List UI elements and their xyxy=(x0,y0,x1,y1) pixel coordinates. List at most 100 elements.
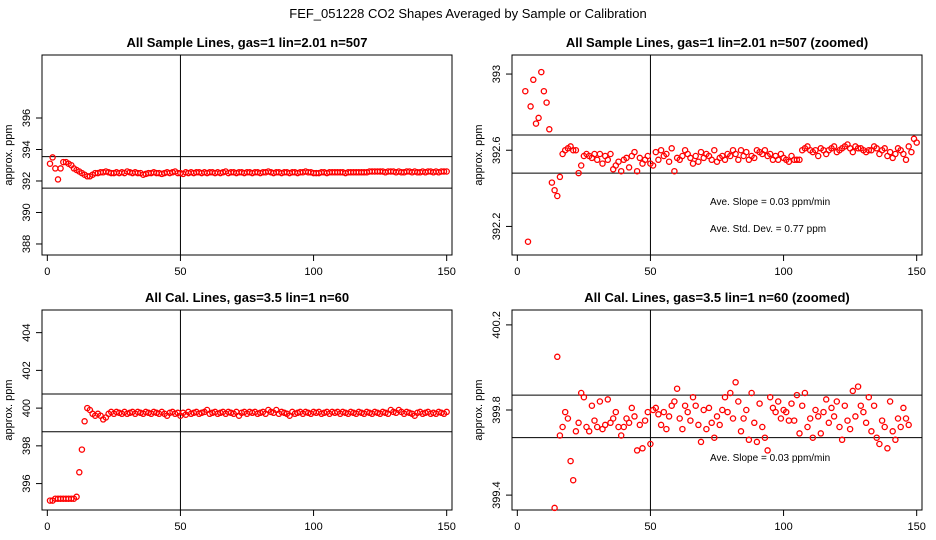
data-point xyxy=(732,150,739,158)
data-point xyxy=(782,408,790,416)
data-point xyxy=(695,158,702,165)
data-point xyxy=(873,145,880,152)
data-point xyxy=(46,497,54,504)
x-tick-label: 100 xyxy=(774,266,792,278)
data-point xyxy=(647,440,654,448)
data-point xyxy=(830,143,838,150)
x-tick-label: 100 xyxy=(304,521,322,533)
data-point xyxy=(601,421,609,429)
y-tick-label: 399.4 xyxy=(491,481,503,509)
data-point xyxy=(567,457,574,465)
data-point xyxy=(735,398,742,405)
data-point xyxy=(543,99,550,106)
data-point xyxy=(729,415,737,422)
data-point xyxy=(793,391,801,399)
data-point xyxy=(684,408,691,416)
data-point xyxy=(673,385,681,392)
data-point xyxy=(700,406,707,414)
data-point xyxy=(612,408,620,416)
data-point xyxy=(577,162,585,169)
y-tick-label: 402 xyxy=(21,361,33,379)
data-point xyxy=(740,415,747,422)
data-point xyxy=(559,423,566,431)
data-point xyxy=(897,423,904,431)
data-point xyxy=(822,396,830,403)
data-point xyxy=(894,415,902,422)
data-point xyxy=(572,146,580,154)
data-point xyxy=(554,192,561,200)
x-tick-label: 150 xyxy=(907,266,925,278)
data-point xyxy=(655,411,662,418)
data-point xyxy=(886,148,894,156)
y-axis-label: approx. ppm xyxy=(473,124,485,185)
data-point xyxy=(591,417,598,424)
data-point xyxy=(697,438,705,446)
data-point xyxy=(649,162,657,169)
data-point xyxy=(57,165,64,172)
data-point xyxy=(569,476,577,484)
data-point xyxy=(798,402,806,409)
data-point xyxy=(443,168,450,175)
data-point xyxy=(838,436,846,444)
data-point xyxy=(905,421,912,429)
data-point xyxy=(814,152,822,160)
data-point xyxy=(721,156,729,164)
data-point xyxy=(532,120,540,127)
data-point xyxy=(687,417,694,424)
data-point xyxy=(761,146,769,154)
data-point xyxy=(615,158,622,165)
data-point xyxy=(828,404,835,412)
x-tick-label: 100 xyxy=(304,266,322,278)
data-point xyxy=(665,158,673,165)
data-point xyxy=(727,152,734,160)
plot-frame xyxy=(41,54,453,256)
data-points xyxy=(46,154,450,183)
data-point xyxy=(812,146,819,154)
panel-1: All Sample Lines, gas=1 lin=2.01 n=507 0 5… xyxy=(3,35,456,278)
data-point xyxy=(46,160,54,167)
data-point xyxy=(556,432,564,439)
plot-frame xyxy=(41,309,453,511)
y-tick-label: 400 xyxy=(21,399,33,417)
y-tick-label: 396 xyxy=(21,109,33,127)
data-point xyxy=(708,419,715,427)
data-point xyxy=(596,398,604,405)
data-point xyxy=(633,447,641,454)
plot-frame xyxy=(511,54,923,256)
y-tick-label: 394 xyxy=(21,140,33,158)
data-point xyxy=(846,425,854,433)
plot-frame xyxy=(511,309,923,511)
data-point xyxy=(857,402,865,409)
data-point xyxy=(676,415,683,422)
data-point xyxy=(793,156,801,164)
data-point xyxy=(652,404,660,412)
panel-title: All Sample Lines, gas=1 lin=2.01 n=507 (… xyxy=(566,35,868,50)
data-point xyxy=(737,146,745,154)
data-point xyxy=(774,156,782,164)
data-point xyxy=(668,145,675,152)
data-point xyxy=(751,154,758,162)
data-point xyxy=(617,432,625,439)
data-point xyxy=(788,400,795,407)
data-point xyxy=(636,421,644,429)
x-tick-label: 50 xyxy=(174,521,186,533)
data-point xyxy=(588,402,596,409)
data-point xyxy=(535,114,542,122)
panel-2: All Sample Lines, gas=1 lin=2.01 n=507 (… xyxy=(473,35,926,278)
y-axis-label: approx. ppm xyxy=(3,124,15,185)
data-point xyxy=(785,158,793,165)
data-point xyxy=(774,398,782,405)
data-point xyxy=(878,417,886,424)
data-point xyxy=(556,173,564,181)
data-point xyxy=(743,406,750,414)
data-point xyxy=(852,413,859,420)
data-point xyxy=(724,408,731,416)
figure-title: FEF_051228 CO2 Shapes Averaged by Sample… xyxy=(289,6,646,21)
data-point xyxy=(873,434,880,441)
data-point xyxy=(900,404,907,412)
data-point xyxy=(854,145,862,152)
data-point xyxy=(580,393,588,401)
panel-title: All Cal. Lines, gas=3.5 lin=1 n=60 (zoom… xyxy=(584,290,850,305)
data-point xyxy=(596,150,604,158)
